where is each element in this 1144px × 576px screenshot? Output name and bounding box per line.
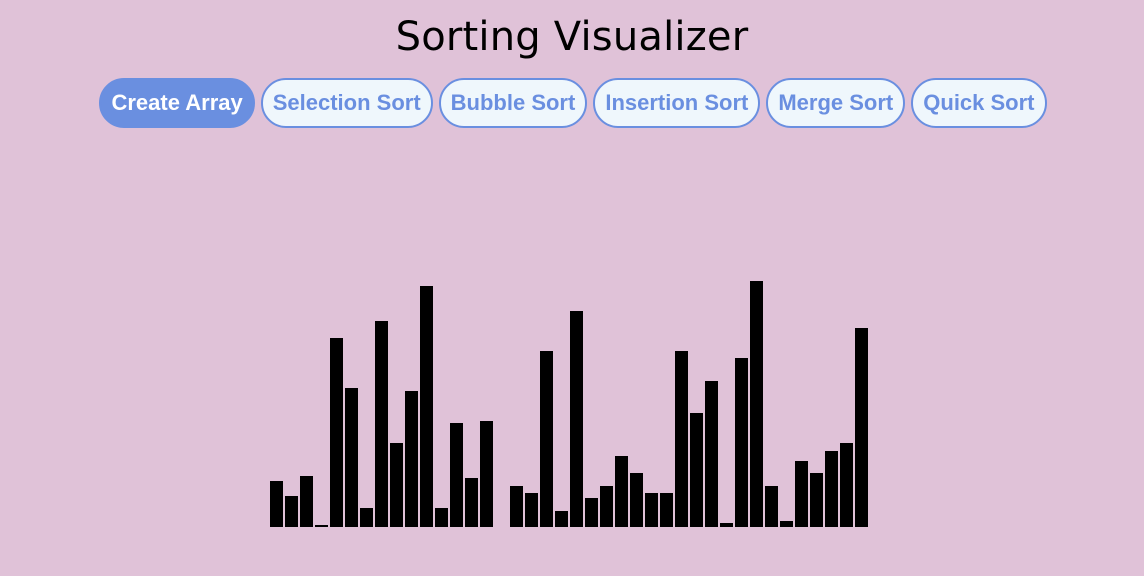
array-bar xyxy=(600,486,613,527)
array-bar xyxy=(825,451,838,527)
array-bar xyxy=(285,496,298,527)
insertion-sort-button[interactable]: Insertion Sort xyxy=(593,78,761,128)
array-bar xyxy=(330,338,343,527)
selection-sort-button[interactable]: Selection Sort xyxy=(260,78,433,128)
quick-sort-button[interactable]: Quick Sort xyxy=(911,78,1047,128)
array-bar xyxy=(420,286,433,527)
create-array-button[interactable]: Create Array xyxy=(99,78,255,128)
array-bar xyxy=(540,351,553,527)
array-bar xyxy=(840,443,853,527)
bubble-sort-button[interactable]: Bubble Sort xyxy=(438,78,588,128)
array-bar xyxy=(795,461,808,527)
array-bar xyxy=(675,351,688,527)
array-bar xyxy=(705,381,718,527)
merge-sort-button[interactable]: Merge Sort xyxy=(766,78,906,128)
array-bar xyxy=(690,413,703,527)
array-bar xyxy=(270,481,283,527)
array-bar xyxy=(780,521,793,527)
array-bar xyxy=(570,311,583,527)
array-bar xyxy=(435,508,448,527)
array-bar xyxy=(375,321,388,527)
array-bar xyxy=(465,478,478,527)
page-title: Sorting Visualizer xyxy=(395,14,749,60)
array-bar xyxy=(810,473,823,527)
array-bar xyxy=(750,281,763,527)
array-bar xyxy=(480,421,493,527)
array-bar xyxy=(405,391,418,527)
array-bar xyxy=(615,456,628,527)
array-bar xyxy=(630,473,643,527)
array-bar xyxy=(450,423,463,527)
array-bar xyxy=(510,486,523,527)
array-bar xyxy=(855,328,868,527)
array-bar xyxy=(525,493,538,527)
array-bar xyxy=(645,493,658,527)
array-bar xyxy=(345,388,358,527)
toolbar: Create Array Selection Sort Bubble Sort … xyxy=(0,78,1144,128)
array-bar xyxy=(555,511,568,527)
array-bar xyxy=(765,486,778,527)
array-bar xyxy=(735,358,748,527)
array-bar xyxy=(585,498,598,527)
array-bar xyxy=(315,525,328,527)
array-bar xyxy=(300,476,313,527)
array-bar xyxy=(360,508,373,527)
array-bar xyxy=(390,443,403,527)
array-bar xyxy=(720,523,733,527)
array-bar xyxy=(660,493,673,527)
